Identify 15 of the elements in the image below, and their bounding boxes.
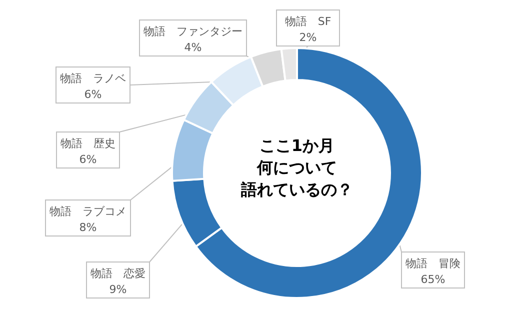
slice-label: 物語 恋愛 bbox=[90, 267, 146, 280]
data-label: 4% bbox=[184, 41, 202, 54]
slice-label: 物語 SF bbox=[284, 15, 332, 28]
text: ここ1か月何について語れているの？ bbox=[240, 136, 353, 199]
data-label: 9% bbox=[109, 283, 127, 296]
data-label: 2% bbox=[299, 31, 317, 44]
slice-label: 物語 ファンタジー bbox=[144, 25, 242, 38]
slice-label: 物語 ラブコメ bbox=[50, 205, 126, 218]
data-label: 6% bbox=[79, 153, 97, 166]
slice-label: 物語 歴史 bbox=[60, 137, 116, 150]
data-label: 65% bbox=[420, 273, 446, 286]
data-label: 6% bbox=[84, 88, 102, 101]
data-label: 8% bbox=[79, 221, 97, 234]
slice-label: 物語 ラノベ bbox=[60, 72, 126, 85]
slice-label: 物語 冒険 bbox=[406, 257, 460, 270]
